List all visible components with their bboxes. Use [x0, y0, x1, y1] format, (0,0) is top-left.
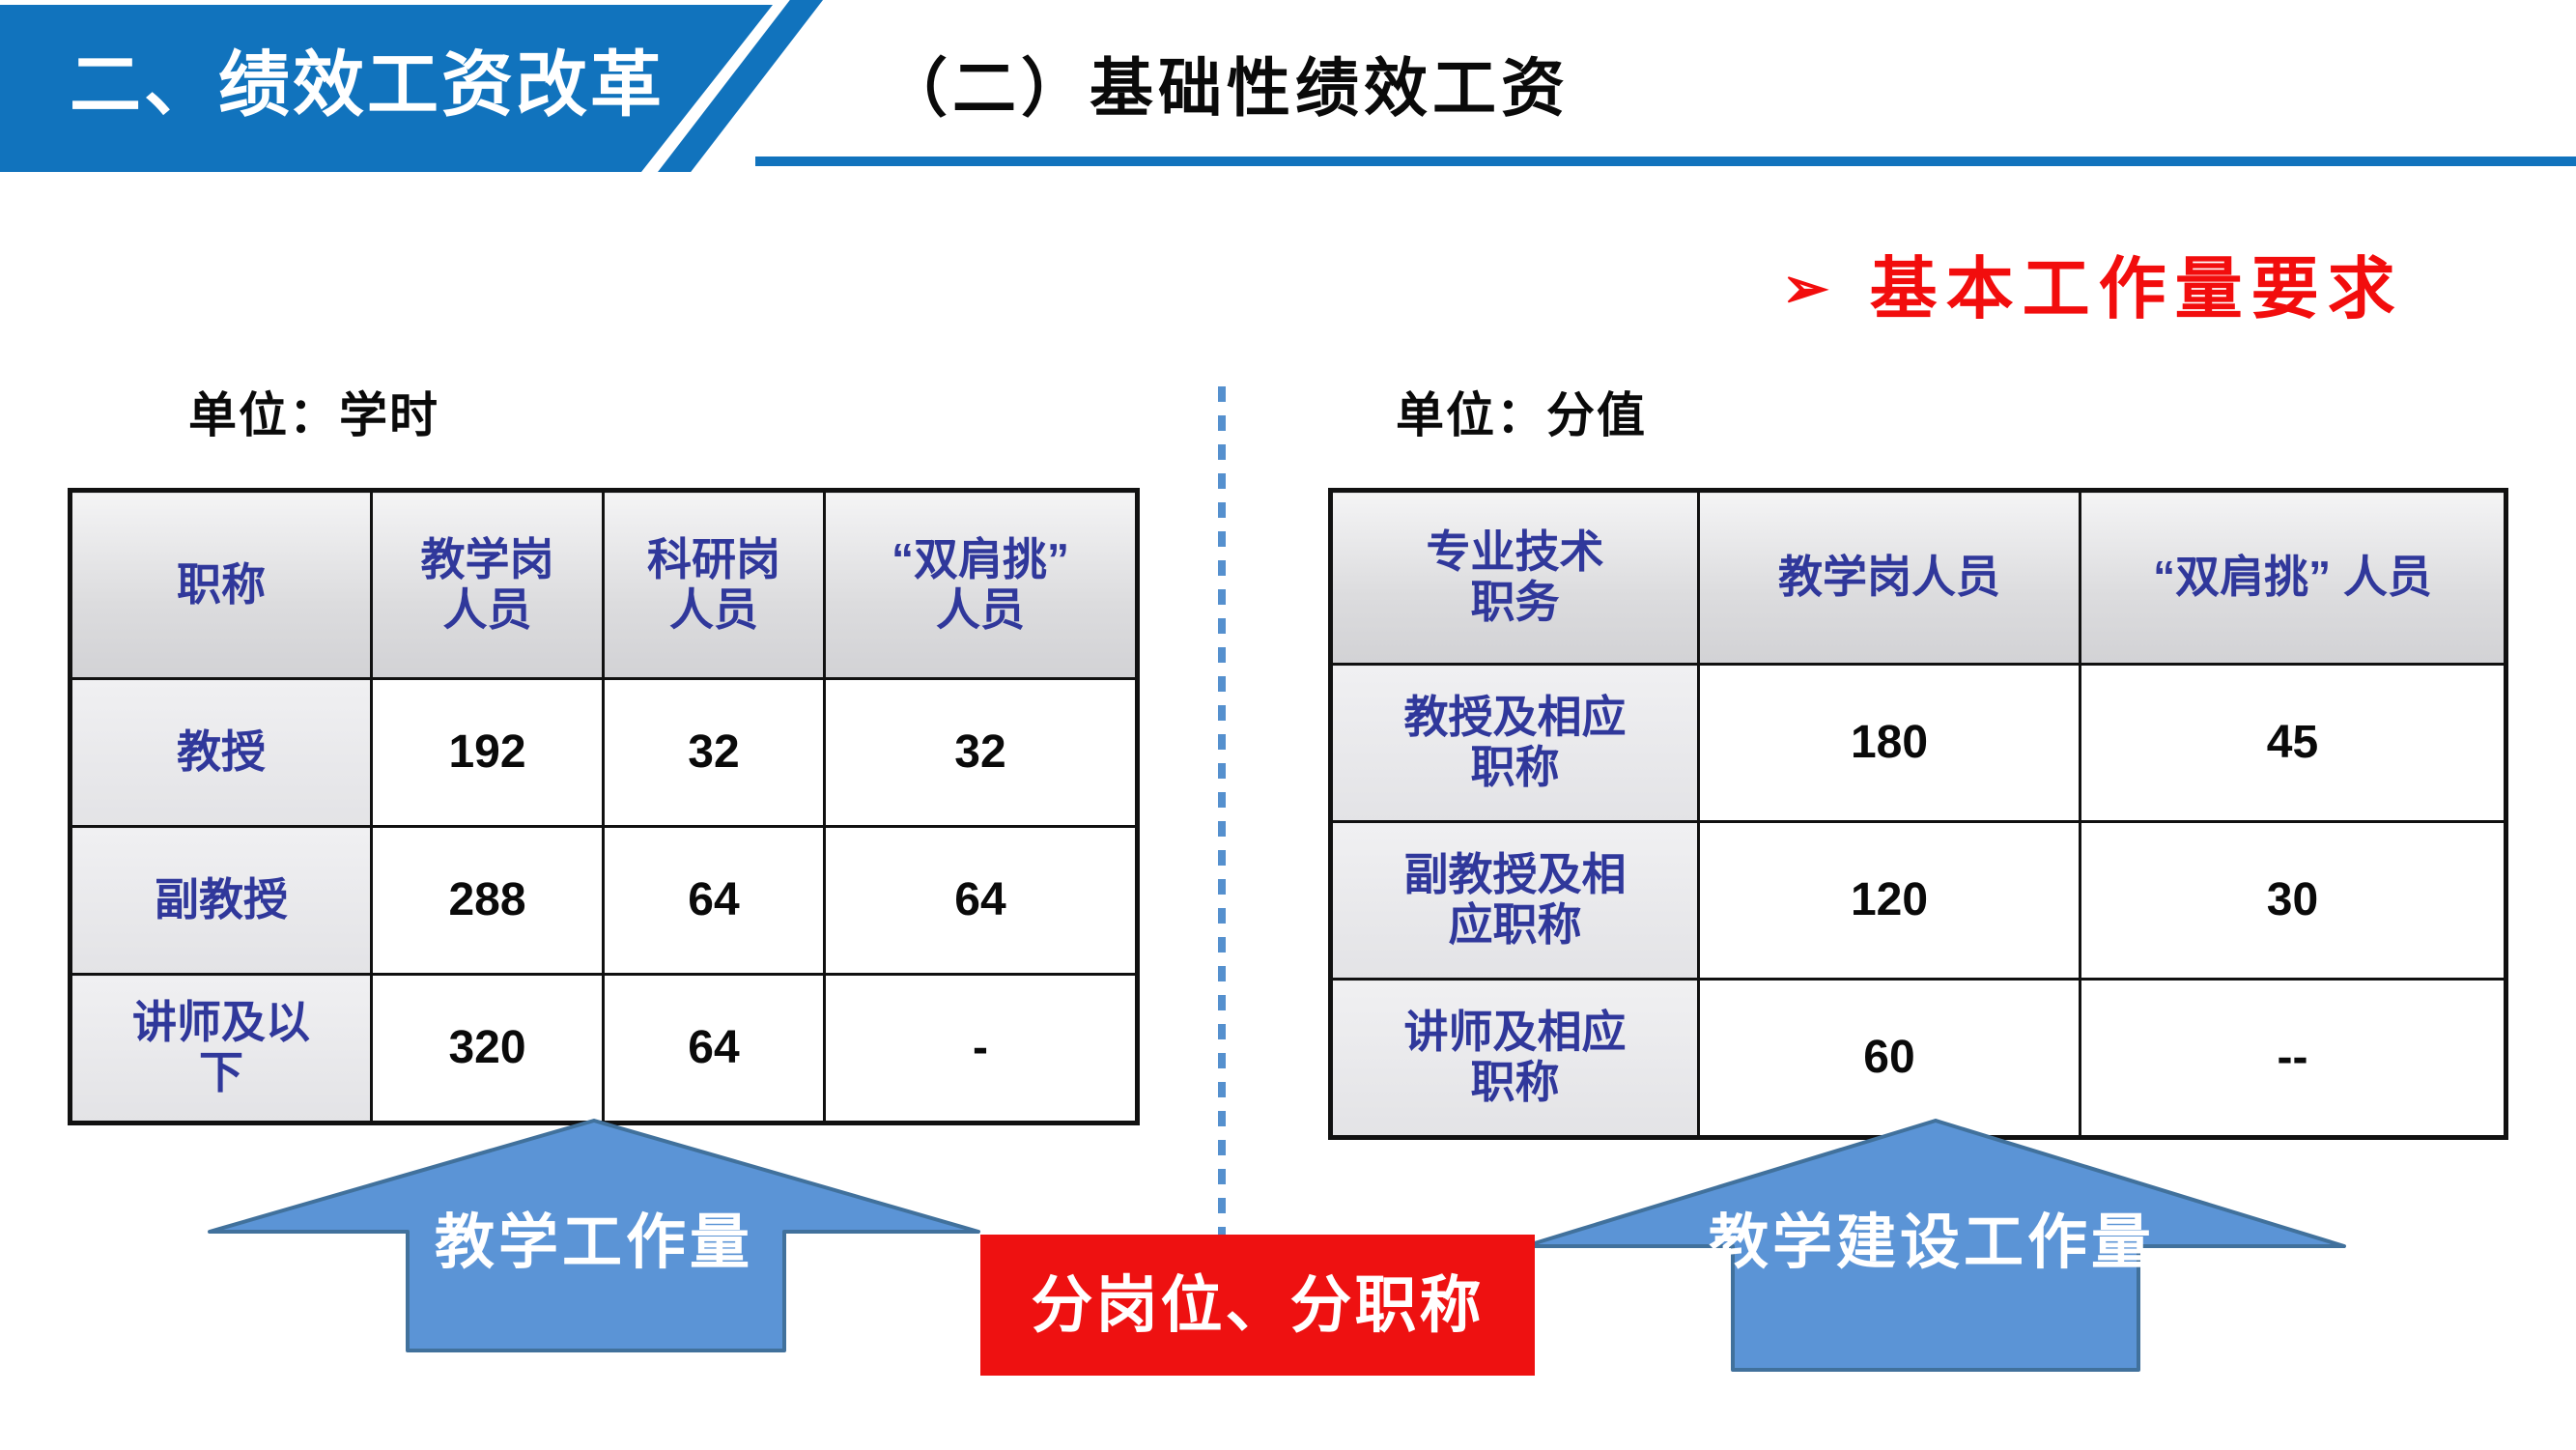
- row-label: 讲师及相应 职称: [1329, 978, 1700, 1139]
- table-cell: 288: [370, 825, 605, 976]
- left-arrow-label: 教学工作量: [434, 1209, 753, 1276]
- table-cell: 64: [823, 825, 1139, 976]
- left-unit-label: 单位：学时: [188, 388, 439, 442]
- table-cell: 60: [1697, 978, 2081, 1139]
- right-unit-label: 单位：分值: [1396, 388, 1647, 442]
- table-cell: 64: [602, 825, 826, 976]
- table-row: 副教授及相 应职称 120 30: [1329, 820, 2507, 981]
- up-arrow-left: [208, 1119, 980, 1352]
- page-title: （二）基础性绩效工资: [884, 52, 1570, 124]
- table-cell: -: [823, 973, 1139, 1124]
- title-underline: [755, 156, 2576, 166]
- row-label: 教授及相应 职称: [1329, 663, 1700, 823]
- table-cell: 45: [2079, 663, 2507, 823]
- column-header: 教学岗人员: [1697, 489, 2081, 666]
- table-cell: 320: [370, 973, 605, 1124]
- column-header: 职称: [69, 489, 373, 680]
- section-banner-title: 二、绩效工资改革: [70, 44, 665, 125]
- column-header: “双肩挑” 人员: [2079, 489, 2507, 666]
- highlight-title: 基本工作量要求: [1869, 251, 2404, 327]
- up-arrow-right: [1523, 1119, 2346, 1372]
- teaching-hours-table: 职称 教学岗 人员 科研岗 人员 “双肩挑” 人员 教授 192 32 32 副…: [68, 488, 1140, 1125]
- column-header: 教学岗 人员: [370, 489, 605, 680]
- right-arrow-label: 教学建设工作量: [1708, 1209, 2155, 1276]
- table-cell: --: [2079, 978, 2507, 1139]
- highlight-heading: ➢ 基本工作量要求: [1782, 235, 2404, 332]
- row-label: 讲师及以 下: [69, 973, 373, 1124]
- table-cell: 32: [602, 677, 826, 828]
- arrow-bullet-icon: ➢: [1782, 256, 1829, 320]
- table-cell: 64: [602, 973, 826, 1124]
- table-row: 教授 192 32 32: [69, 677, 1139, 828]
- dashed-divider-line: [1218, 386, 1226, 1235]
- section-banner: [0, 5, 773, 172]
- table-cell: 32: [823, 677, 1139, 828]
- table-cell: 192: [370, 677, 605, 828]
- category-badge: 分岗位、分职称: [980, 1235, 1535, 1376]
- table-row: 讲师及以 下 320 64 -: [69, 973, 1139, 1124]
- table-cell: 180: [1697, 663, 2081, 823]
- table-cell: 120: [1697, 820, 2081, 981]
- column-header: “双肩挑” 人员: [823, 489, 1139, 680]
- table-header-row: 职称 教学岗 人员 科研岗 人员 “双肩挑” 人员: [69, 489, 1139, 680]
- table-row: 副教授 288 64 64: [69, 825, 1139, 976]
- row-label: 副教授: [69, 825, 373, 976]
- row-label: 副教授及相 应职称: [1329, 820, 1700, 981]
- row-label: 教授: [69, 677, 373, 828]
- table-cell: 30: [2079, 820, 2507, 981]
- column-header: 专业技术 职务: [1329, 489, 1700, 666]
- column-header: 科研岗 人员: [602, 489, 826, 680]
- table-row: 讲师及相应 职称 60 --: [1329, 978, 2507, 1139]
- table-row: 教授及相应 职称 180 45: [1329, 663, 2507, 823]
- score-points-table: 专业技术 职务 教学岗人员 “双肩挑” 人员 教授及相应 职称 180 45 副…: [1328, 488, 2508, 1140]
- table-header-row: 专业技术 职务 教学岗人员 “双肩挑” 人员: [1329, 489, 2507, 666]
